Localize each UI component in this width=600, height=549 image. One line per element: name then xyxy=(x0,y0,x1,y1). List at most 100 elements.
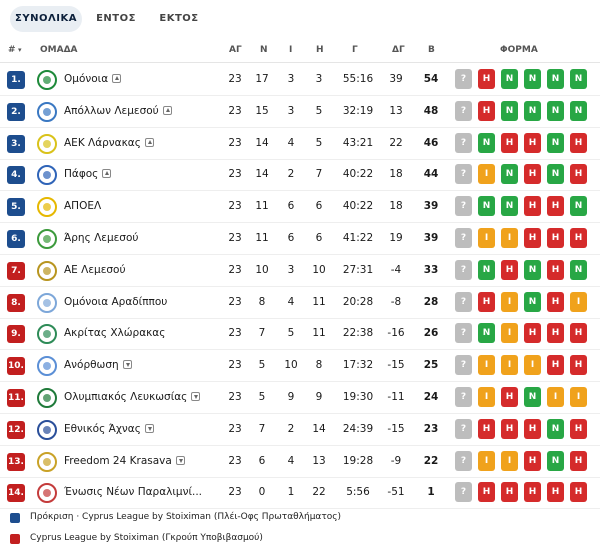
team-name[interactable]: ΑΕ Λεμεσού xyxy=(64,263,126,276)
tab-overall[interactable]: ΣΥΝΟΛΙΚΑ xyxy=(10,6,82,32)
table-row[interactable]: 5. ΑΠΟΕΛ 23 11 6 6 40:22 18 39? Ν Ν Η Η Ν xyxy=(0,191,600,224)
form-badge[interactable]: Ν xyxy=(547,69,564,89)
team-name[interactable]: Άρης Λεμεσού xyxy=(64,232,139,244)
form-badge[interactable]: Ν xyxy=(547,418,564,439)
form-badge[interactable]: Ν xyxy=(524,291,541,312)
form-badge[interactable]: Ν xyxy=(547,132,564,153)
form-badge[interactable]: Ν xyxy=(570,100,587,121)
form-badge[interactable]: Η xyxy=(524,418,541,439)
next-match-badge[interactable]: ? xyxy=(455,291,472,312)
team-name-cell[interactable]: Ακρίτας Χλώρακας xyxy=(64,327,165,339)
team-name-cell[interactable]: Εθνικός Άχνας xyxy=(64,423,154,435)
form-badge[interactable]: Η xyxy=(547,323,564,344)
team-name-cell[interactable]: Απόλλων Λεμεσού xyxy=(64,105,172,117)
form-badge[interactable]: Η xyxy=(478,69,495,89)
form-badge[interactable]: Η xyxy=(547,228,564,248)
form-badge[interactable]: Ι xyxy=(501,228,518,248)
form-badge[interactable]: Ν xyxy=(547,164,564,185)
form-badge[interactable]: Η xyxy=(524,482,541,503)
team-name-cell[interactable]: Ομόνοια Αραδίππου xyxy=(64,296,167,308)
team-name[interactable]: Freedom 24 Krasava xyxy=(64,454,172,467)
table-row[interactable]: 10. Ανόρθωση 23 5 10 8 17:32 -15 25? Ι Ι Ι Η Η xyxy=(0,350,600,383)
form-badge[interactable]: Ν xyxy=(501,100,518,121)
team-name-cell[interactable]: Freedom 24 Krasava xyxy=(64,455,185,467)
team-name-cell[interactable]: Ανόρθωση xyxy=(64,359,132,371)
form-badge[interactable]: Η xyxy=(547,291,564,312)
next-match-badge[interactable]: ? xyxy=(455,228,472,248)
form-badge[interactable]: Ι xyxy=(570,291,587,312)
form-badge[interactable]: Η xyxy=(524,323,541,344)
table-row[interactable]: 4. Πάφος 23 14 2 7 40:22 18 44? Ι Ν Η Ν Η xyxy=(0,159,600,192)
form-badge[interactable]: Η xyxy=(478,482,495,503)
team-name-cell[interactable]: ΑΕ Λεμεσού xyxy=(64,264,126,276)
form-badge[interactable]: Η xyxy=(570,418,587,439)
form-badge[interactable]: Ι xyxy=(524,355,541,376)
form-badge[interactable]: Η xyxy=(547,259,564,280)
table-row[interactable]: 8. Ομόνοια Αραδίππου 23 8 4 11 20:28 -8 28? Η Ι Ν Η Ι xyxy=(0,287,600,319)
form-badge[interactable]: Η xyxy=(501,482,518,503)
next-match-badge[interactable]: ? xyxy=(455,355,472,376)
table-row[interactable]: 13. Freedom 24 Krasava 23 6 4 13 19:28 -9 22? Ι Ι Η… xyxy=(0,446,600,478)
table-row[interactable]: 1. Ομόνοια 23 17 3 3 55:16 39 54? Η Ν Ν Ν Ν xyxy=(0,64,600,96)
form-badge[interactable]: Η xyxy=(547,355,564,376)
form-badge[interactable]: Η xyxy=(570,323,587,344)
form-badge[interactable]: Ν xyxy=(501,164,518,185)
next-match-badge[interactable]: ? xyxy=(455,100,472,121)
form-badge[interactable]: Η xyxy=(501,132,518,153)
form-badge[interactable]: Η xyxy=(570,164,587,185)
table-row[interactable]: 3. ΑΕΚ Λάρνακας 23 14 4 5 43:21 22 46? Ν Η Η Ν Η xyxy=(0,128,600,160)
form-badge[interactable]: Ν xyxy=(524,69,541,89)
team-name[interactable]: ΑΕΚ Λάρνακας xyxy=(64,136,141,149)
team-name-cell[interactable]: Πάφος xyxy=(64,168,112,181)
form-badge[interactable]: Ν xyxy=(524,259,541,280)
team-name[interactable]: Ανόρθωση xyxy=(64,359,119,372)
form-badge[interactable]: Ν xyxy=(524,100,541,121)
table-row[interactable]: 2. Απόλλων Λεμεσού 23 15 3 5 32:19 13 48? Η Ν Ν Ν Ν xyxy=(0,96,600,128)
form-badge[interactable]: Ν xyxy=(570,69,587,89)
form-badge[interactable]: Ν xyxy=(478,259,495,280)
form-badge[interactable]: Ι xyxy=(478,164,495,185)
form-badge[interactable]: Η xyxy=(570,228,587,248)
team-name[interactable]: Πάφος xyxy=(64,168,99,181)
form-badge[interactable]: Ι xyxy=(501,450,518,471)
table-row[interactable]: 7. ΑΕ Λεμεσού 23 10 3 10 27:31 -4 33? Ν Η Ν Η Ν xyxy=(0,255,600,287)
form-badge[interactable]: Η xyxy=(478,418,495,439)
team-name-cell[interactable]: Ομόνοια xyxy=(64,73,122,85)
form-badge[interactable]: Η xyxy=(570,132,587,153)
team-name[interactable]: Ομόνοια xyxy=(64,73,109,85)
form-badge[interactable]: Ν xyxy=(501,196,518,217)
table-row[interactable]: 14. Ένωσις Νέων Παραλιμνί... 23 0 1 22 5:56 -51… xyxy=(0,477,600,510)
form-badge[interactable]: Η xyxy=(524,450,541,471)
next-match-badge[interactable]: ? xyxy=(455,196,472,217)
form-badge[interactable]: Ι xyxy=(501,291,518,312)
team-name[interactable]: Ακρίτας Χλώρακας xyxy=(64,327,166,340)
sort-icon[interactable]: ▾ xyxy=(18,46,22,54)
form-badge[interactable]: Η xyxy=(570,450,587,471)
form-badge[interactable]: Η xyxy=(524,228,541,248)
next-match-badge[interactable]: ? xyxy=(455,69,472,89)
form-badge[interactable]: Ν xyxy=(547,450,564,471)
next-match-badge[interactable]: ? xyxy=(455,164,472,185)
team-name[interactable]: Απόλλων Λεμεσού xyxy=(64,104,159,117)
form-badge[interactable]: Η xyxy=(570,482,587,503)
form-badge[interactable]: Ν xyxy=(478,323,495,344)
table-row[interactable]: 9. Ακρίτας Χλώρακας 23 7 5 11 22:38 -16 26? Ν Ι Η Η Η xyxy=(0,318,600,351)
team-name-cell[interactable]: Ολυμπιακός Λευκωσίας xyxy=(64,391,201,403)
team-name[interactable]: Ομόνοια Αραδίππου xyxy=(64,295,168,308)
form-badge[interactable]: Ι xyxy=(547,387,564,407)
form-badge[interactable]: Η xyxy=(501,418,518,439)
form-badge[interactable]: Ν xyxy=(478,132,495,153)
team-name-cell[interactable]: Άρης Λεμεσού xyxy=(64,232,138,244)
table-row[interactable]: 6. Άρης Λεμεσού 23 11 6 6 41:22 19 39? Ι Ι Η Η Η xyxy=(0,223,600,255)
form-badge[interactable]: Ι xyxy=(478,355,495,376)
next-match-badge[interactable]: ? xyxy=(455,132,472,153)
form-badge[interactable]: Η xyxy=(547,482,564,503)
next-match-badge[interactable]: ? xyxy=(455,387,472,407)
form-badge[interactable]: Η xyxy=(524,132,541,153)
form-badge[interactable]: Η xyxy=(570,355,587,376)
form-badge[interactable]: Ν xyxy=(478,196,495,217)
form-badge[interactable]: Ι xyxy=(478,450,495,471)
table-row[interactable]: 12. Εθνικός Άχνας 23 7 2 14 24:39 -15 23? Η Η Η Ν Η xyxy=(0,414,600,446)
team-name[interactable]: Εθνικός Άχνας xyxy=(64,422,141,435)
team-name[interactable]: Ένωσις Νέων Παραλιμνί... xyxy=(64,486,203,499)
